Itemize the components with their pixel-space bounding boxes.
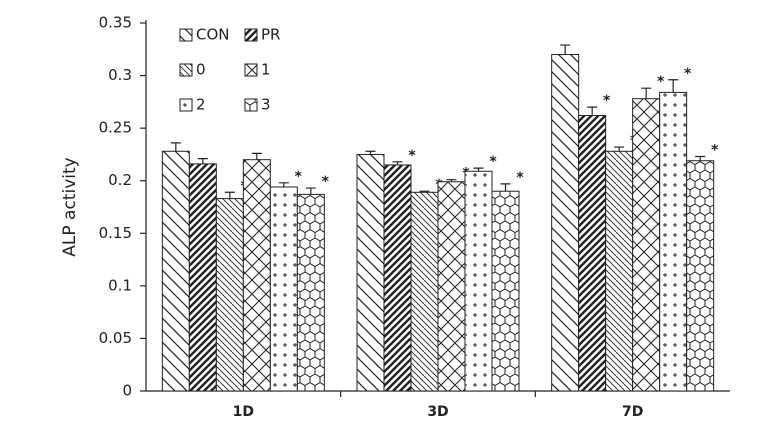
bar <box>161 150 190 392</box>
legend-swatch <box>179 63 193 77</box>
bar <box>464 170 493 392</box>
significance-mark: * <box>684 66 692 82</box>
bar <box>356 153 385 392</box>
legend-label: 3 <box>261 96 271 114</box>
bar <box>605 150 634 392</box>
x-tick-label: 1D <box>233 404 254 420</box>
legend-label: CON <box>196 26 230 44</box>
bar <box>383 164 412 392</box>
legend-swatch <box>244 63 258 77</box>
bar <box>659 91 688 392</box>
legend-swatch <box>244 98 258 112</box>
error-bar <box>365 150 376 155</box>
significance-mark: * <box>322 174 330 190</box>
legend-swatch <box>244 28 258 42</box>
significance-mark: * <box>657 74 665 90</box>
x-tick-label: 7D <box>622 404 643 420</box>
error-bar <box>641 87 652 99</box>
x-tick-label: 3D <box>427 404 448 420</box>
bar <box>491 190 520 392</box>
y-tick-label: 0.2 <box>108 171 132 189</box>
significance-mark: * <box>711 143 719 159</box>
error-bar <box>473 167 484 172</box>
error-bar <box>278 182 289 188</box>
error-bar <box>197 158 208 164</box>
significance-mark: * <box>489 154 497 170</box>
significance-mark: * <box>516 170 524 186</box>
legend-label: 0 <box>196 61 206 79</box>
y-tick-label: 0.05 <box>99 329 132 347</box>
legend-label: PR <box>261 26 280 44</box>
legend-label: 1 <box>261 61 271 79</box>
legend-swatch <box>179 98 193 112</box>
legend-swatch <box>179 28 193 42</box>
bar <box>215 198 244 392</box>
significance-mark: * <box>408 148 416 164</box>
error-bar <box>560 44 571 55</box>
error-bar <box>587 106 598 116</box>
bar <box>296 193 325 392</box>
bar <box>686 160 715 392</box>
y-tick-label: 0.3 <box>108 66 132 84</box>
bar <box>410 191 439 392</box>
y-tick-label: 0.15 <box>99 224 132 242</box>
bar <box>578 115 607 392</box>
error-bar <box>668 79 679 93</box>
significance-mark: * <box>295 169 303 185</box>
error-bar <box>695 155 706 161</box>
legend-label: 2 <box>196 96 206 114</box>
y-tick-label: 0.35 <box>99 14 132 32</box>
error-bar <box>392 161 403 165</box>
error-bar <box>170 142 181 152</box>
significance-mark: * <box>603 93 611 109</box>
y-tick-label: 0.1 <box>108 276 132 294</box>
error-bar <box>614 146 625 152</box>
error-bar <box>446 179 457 182</box>
error-bar <box>224 191 235 199</box>
y-tick-label: 0 <box>122 382 132 400</box>
bar <box>551 54 580 392</box>
bar <box>269 186 298 392</box>
error-bar <box>305 187 316 195</box>
y-tick-label: 0.25 <box>99 119 132 137</box>
bar <box>437 181 466 392</box>
bar <box>188 163 217 392</box>
y-axis-label: ALP activity <box>60 157 80 256</box>
error-bar <box>251 152 262 160</box>
bar <box>632 98 661 392</box>
bar <box>242 159 271 392</box>
error-bar <box>500 183 511 192</box>
error-bar <box>419 190 430 193</box>
